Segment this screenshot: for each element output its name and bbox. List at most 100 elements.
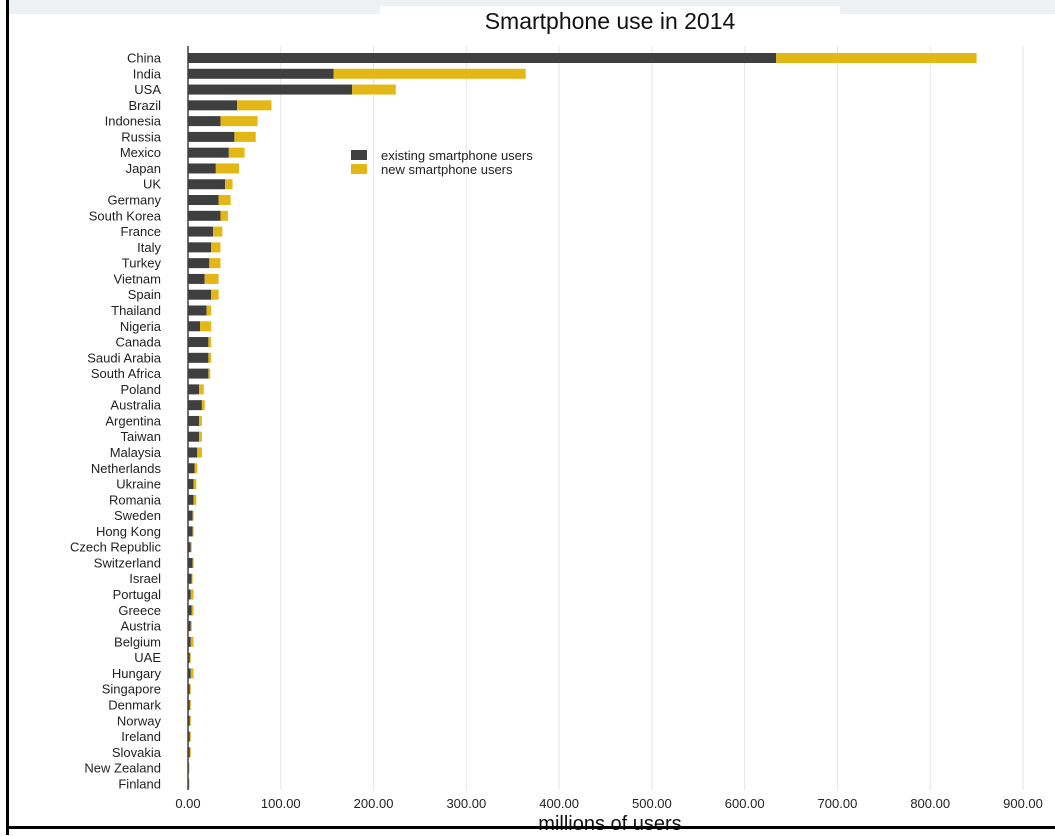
bar-new [190,542,192,553]
bar-existing [188,715,190,726]
bar-existing [188,384,200,395]
grid-layer [187,46,1024,790]
bar-new [189,652,191,663]
category-label: China [127,51,162,66]
x-tick-label: 700.00 [818,796,858,811]
category-label: Sweden [114,508,161,523]
category-label: Switzerland [94,555,161,570]
category-label: Australia [110,398,161,413]
category-label: New Zealand [84,761,161,776]
category-label: Brazil [128,98,161,113]
legend-swatch-existing [351,150,367,160]
bar-existing [188,289,212,300]
category-label: Italy [137,240,161,255]
category-label: Netherlands [91,461,162,476]
category-label: Finland [118,776,161,791]
category-label: Canada [115,335,161,350]
category-label: UK [143,177,161,192]
bar-existing [188,510,193,521]
bar-existing [188,431,200,442]
category-label: Germany [108,193,162,208]
bar-existing [188,589,191,600]
category-label: Denmark [108,697,161,712]
category-label: France [121,224,161,239]
category-label: Mexico [120,145,161,160]
bar-existing [188,84,353,95]
category-label: Thailand [111,303,161,318]
category-label: USA [134,82,161,97]
bar-new [191,605,194,616]
category-label: Argentina [105,413,161,428]
bar-new [211,242,221,253]
bar-existing [188,210,221,221]
bar-new [190,668,194,679]
legend: existing smartphone users new smartphone… [351,148,533,177]
category-label: Singapore [102,682,161,697]
x-tick-label: 800.00 [910,796,950,811]
category-label: Japan [126,161,161,176]
category-label: Hungary [112,666,162,681]
bar-existing [188,179,226,190]
bar-existing [188,273,205,284]
bar-new [191,573,193,584]
bar-new [189,699,191,710]
legend-swatch-new [351,164,367,174]
bar-new [215,163,240,174]
category-label: Turkey [122,256,162,271]
bar-existing [188,242,212,253]
bar-existing [188,479,194,490]
category-label: Indonesia [105,114,162,129]
bar-new [228,147,245,158]
x-tick-label: 500.00 [632,796,672,811]
bar-existing [188,368,209,379]
bar-existing [188,337,209,348]
bar-new [225,179,233,190]
bar-existing [188,699,190,710]
bar-new [206,305,212,316]
bar-new [190,621,192,632]
bar-existing [188,778,189,789]
bar-new [237,100,272,111]
legend-label-existing: existing smartphone users [381,148,533,163]
frame-left-edge [6,0,9,835]
bar-existing [188,557,193,568]
x-tick-label: 400.00 [539,796,579,811]
bar-existing [188,163,216,174]
x-tick-label: 200.00 [354,796,394,811]
category-label: UAE [134,650,161,665]
bar-existing [188,668,191,679]
bar-new [213,226,223,237]
bar-new [199,384,204,395]
bar-new [189,731,191,742]
bar-existing [188,305,207,316]
bar-existing [188,447,198,458]
category-label: Belgium [114,634,161,649]
bar-existing [188,605,192,616]
bar-new [208,337,212,348]
bar-existing [188,636,191,647]
category-label: Greece [118,603,161,618]
bar-existing [188,53,777,63]
bar-new [197,447,202,458]
category-label: Malaysia [110,445,162,460]
category-label: Slovakia [112,745,162,760]
bar-existing [188,652,190,663]
bar-new [190,636,194,647]
bar-new [352,84,396,95]
bar-new [208,352,212,363]
category-label: Israel [129,571,161,586]
category-label: South Africa [91,366,162,381]
tick-layer: 0.00 100.00 200.00 300.00 400.00 500.00 600.00… [175,796,1043,811]
bar-existing [188,321,201,332]
category-label: Romania [109,492,162,507]
bar-new [194,463,198,474]
category-label: Vietnam [114,271,161,286]
bar-new [776,53,977,63]
bar-new [220,210,228,221]
bar-existing [188,68,334,79]
bar-existing [188,415,200,426]
category-label: Austria [121,619,162,634]
bar-existing [188,463,195,474]
bar-new [192,510,194,521]
bar-existing [188,258,210,269]
